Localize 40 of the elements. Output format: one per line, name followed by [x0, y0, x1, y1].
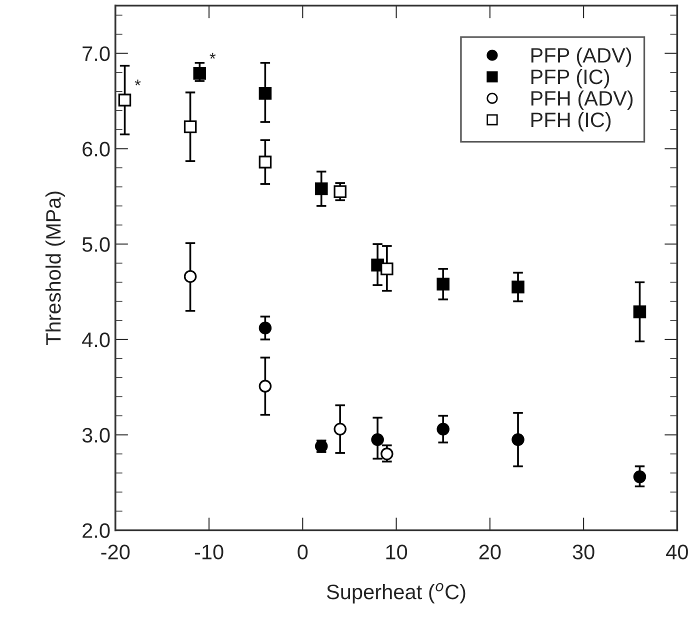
y-tick-label: 7.0 [82, 46, 110, 62]
legend-label: PFH (IC) [531, 112, 611, 132]
y-tick-label: 3.0 [82, 428, 110, 443]
point [334, 185, 346, 198]
point [258, 156, 272, 168]
y-tick-label: 6.0 [82, 142, 110, 156]
x-axis-title: Superheat ($^{o}$C) [326, 582, 466, 604]
point [512, 280, 524, 294]
x-tick-label: 30 [572, 544, 594, 560]
point [633, 305, 646, 318]
point [436, 278, 450, 291]
x-tick-label: 10 [386, 544, 408, 560]
x-tick-label: -10 [194, 544, 224, 560]
point [380, 262, 394, 276]
x-tick-label: 40 [666, 544, 688, 560]
point [193, 66, 206, 80]
x-tick-label: 0 [298, 544, 308, 560]
point [436, 422, 450, 436]
point [118, 94, 132, 106]
point [258, 322, 272, 334]
point [512, 433, 524, 446]
legend-label: PFH (ADV) [531, 90, 633, 110]
legend-label: PFP (IC) [531, 68, 610, 88]
x-tick-label: -20 [101, 544, 130, 560]
annotation: * [210, 52, 216, 59]
point [258, 380, 272, 393]
legend-label: PFP (ADV) [531, 47, 632, 67]
point [633, 470, 646, 484]
point [184, 270, 197, 283]
y-axis-title: Threshold (MPa) [45, 192, 65, 346]
x-tick-label: 20 [479, 544, 501, 560]
y-tick-label: 5.0 [82, 237, 110, 252]
point [314, 182, 328, 196]
y-tick-label: 4.0 [82, 332, 110, 348]
point [258, 86, 272, 100]
y-tick-label: 2.0 [82, 523, 110, 538]
point [371, 433, 384, 446]
point [184, 120, 197, 134]
annotation: * [134, 80, 141, 86]
point [334, 422, 346, 436]
